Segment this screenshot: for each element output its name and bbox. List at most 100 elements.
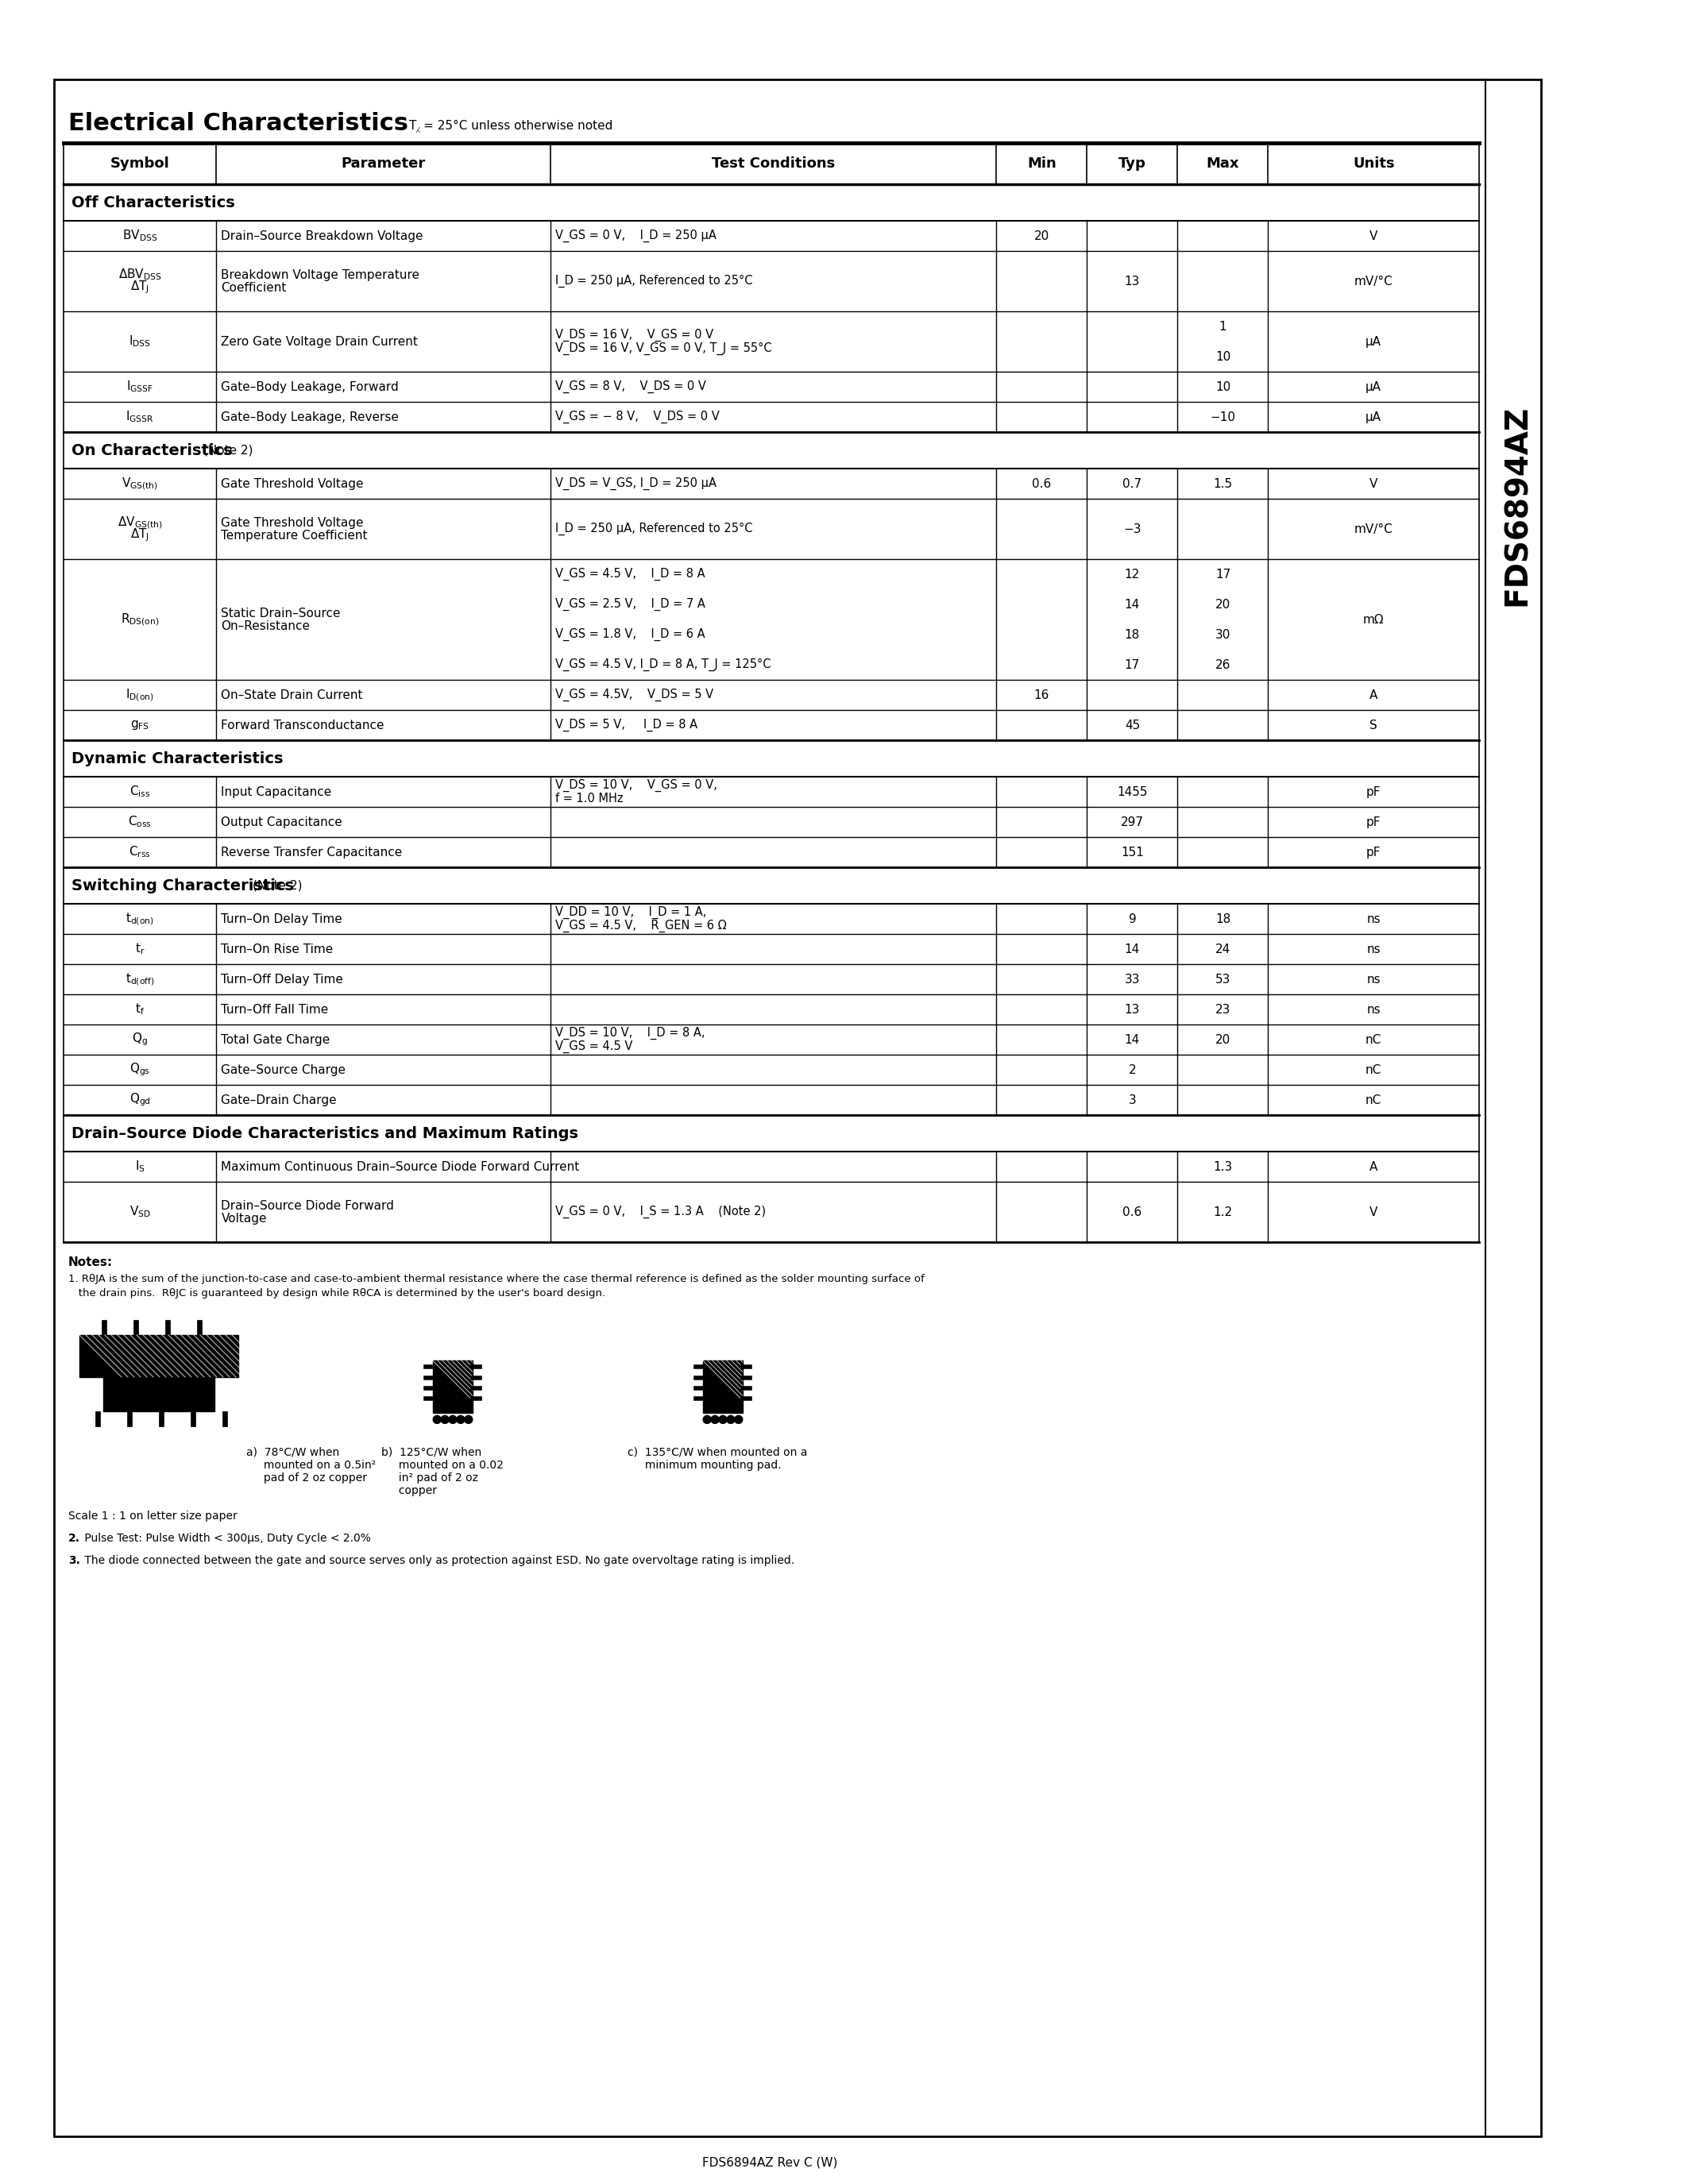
- Text: 13: 13: [1124, 275, 1139, 286]
- Text: g$_{\mathsf{FS}}$: g$_{\mathsf{FS}}$: [130, 719, 150, 732]
- Text: Drain–Source Diode Characteristics and Maximum Ratings: Drain–Source Diode Characteristics and M…: [71, 1125, 579, 1140]
- Text: BV$_{\mathsf{DSS}}$: BV$_{\mathsf{DSS}}$: [123, 229, 157, 242]
- Text: A: A: [1369, 688, 1377, 701]
- Text: μA: μA: [1366, 380, 1381, 393]
- Bar: [165, 1319, 170, 1334]
- Text: f = 1.0 MHz: f = 1.0 MHz: [555, 793, 623, 804]
- Text: V: V: [1369, 229, 1377, 242]
- Text: 1: 1: [1219, 321, 1227, 332]
- Text: 2: 2: [1129, 1064, 1136, 1077]
- Text: I$_{\mathsf{GSSR}}$: I$_{\mathsf{GSSR}}$: [127, 411, 154, 424]
- Text: Gate–Body Leakage, Reverse: Gate–Body Leakage, Reverse: [221, 411, 398, 424]
- Text: 45: 45: [1124, 719, 1139, 732]
- Text: 26: 26: [1215, 660, 1231, 670]
- Text: V_DS = V_GS, I_D = 250 μA: V_DS = V_GS, I_D = 250 μA: [555, 478, 716, 489]
- Circle shape: [434, 1415, 441, 1424]
- Text: μA: μA: [1366, 411, 1381, 424]
- Text: V$_{\mathsf{SD}}$: V$_{\mathsf{SD}}$: [130, 1206, 150, 1219]
- Text: b)  125°C/W when: b) 125°C/W when: [381, 1448, 481, 1459]
- Bar: [127, 1411, 132, 1426]
- Text: Forward Transconductance: Forward Transconductance: [221, 719, 385, 732]
- Text: 9: 9: [1128, 913, 1136, 924]
- Text: t$_{\mathsf{d(off)}}$: t$_{\mathsf{d(off)}}$: [125, 972, 154, 987]
- Text: S: S: [1369, 719, 1377, 732]
- Text: I$_{\mathsf{GSSF}}$: I$_{\mathsf{GSSF}}$: [127, 380, 154, 393]
- Circle shape: [711, 1415, 719, 1424]
- Text: Switching Characteristics: Switching Characteristics: [71, 878, 294, 893]
- Text: Gate–Drain Charge: Gate–Drain Charge: [221, 1094, 338, 1105]
- Text: V_GS = 2.5 V,    I_D = 7 A: V_GS = 2.5 V, I_D = 7 A: [555, 598, 706, 612]
- Text: 3.: 3.: [68, 1555, 79, 1566]
- Text: V_GS = 4.5 V, I_D = 8 A, T_J = 125°C: V_GS = 4.5 V, I_D = 8 A, T_J = 125°C: [555, 657, 771, 670]
- Text: copper: copper: [381, 1485, 437, 1496]
- Text: Total Gate Charge: Total Gate Charge: [221, 1033, 331, 1046]
- Text: 14: 14: [1124, 598, 1139, 609]
- Text: 30: 30: [1215, 629, 1231, 640]
- Bar: [704, 1361, 743, 1413]
- Text: (Note 2): (Note 2): [204, 443, 253, 456]
- Text: C$_{\mathsf{rss}}$: C$_{\mathsf{rss}}$: [128, 845, 150, 860]
- Text: $\Delta$V$_{\mathsf{GS(th)}}$: $\Delta$V$_{\mathsf{GS(th)}}$: [118, 515, 162, 531]
- Text: V$_{\mathsf{GS(th)}}$: V$_{\mathsf{GS(th)}}$: [122, 476, 159, 491]
- Text: 16: 16: [1035, 688, 1050, 701]
- Text: minimum mounting pad.: minimum mounting pad.: [628, 1459, 782, 1470]
- Text: V_DS = 10 V,    V_GS = 0 V,: V_DS = 10 V, V_GS = 0 V,: [555, 780, 717, 791]
- Text: Parameter: Parameter: [341, 157, 425, 170]
- Circle shape: [728, 1415, 734, 1424]
- Text: Q$_{\mathsf{gs}}$: Q$_{\mathsf{gs}}$: [130, 1061, 150, 1079]
- Circle shape: [464, 1415, 473, 1424]
- Text: Gate Threshold Voltage: Gate Threshold Voltage: [221, 518, 365, 529]
- Bar: [191, 1411, 196, 1426]
- Text: Pulse Test: Pulse Width < 300μs, Duty Cycle < 2.0%: Pulse Test: Pulse Width < 300μs, Duty Cy…: [81, 1533, 371, 1544]
- Text: 20: 20: [1215, 1033, 1231, 1046]
- Text: Drain–Source Diode Forward: Drain–Source Diode Forward: [221, 1199, 395, 1212]
- Text: I$_{\mathsf{D(on)}}$: I$_{\mathsf{D(on)}}$: [127, 688, 154, 703]
- Text: Max: Max: [1207, 157, 1239, 170]
- Text: FDS6894AZ: FDS6894AZ: [1502, 404, 1533, 605]
- Text: C$_{\mathsf{iss}}$: C$_{\mathsf{iss}}$: [130, 784, 150, 799]
- Text: V_GS = 4.5 V,    R_GEN = 6 Ω: V_GS = 4.5 V, R_GEN = 6 Ω: [555, 919, 726, 933]
- Text: 33: 33: [1124, 974, 1139, 985]
- Text: I$_{\mathsf{S}}$: I$_{\mathsf{S}}$: [135, 1160, 145, 1175]
- Text: 20: 20: [1215, 598, 1231, 609]
- Text: On Characteristics: On Characteristics: [71, 443, 233, 459]
- Circle shape: [441, 1415, 449, 1424]
- Text: Typ: Typ: [1119, 157, 1146, 170]
- Text: Off Characteristics: Off Characteristics: [71, 194, 235, 210]
- Text: 14: 14: [1124, 1033, 1139, 1046]
- Text: V_GS = 4.5V,    V_DS = 5 V: V_GS = 4.5V, V_DS = 5 V: [555, 688, 714, 701]
- Text: 10: 10: [1215, 380, 1231, 393]
- Text: 0.6: 0.6: [1031, 478, 1052, 489]
- Text: Output Capacitance: Output Capacitance: [221, 817, 343, 828]
- Text: nC: nC: [1366, 1033, 1382, 1046]
- Text: mV/°C: mV/°C: [1354, 275, 1393, 286]
- Bar: [434, 1361, 473, 1413]
- Text: Gate–Source Charge: Gate–Source Charge: [221, 1064, 346, 1077]
- Text: 10: 10: [1215, 352, 1231, 363]
- Text: V_DD = 10 V,    I_D = 1 A,: V_DD = 10 V, I_D = 1 A,: [555, 906, 707, 919]
- Text: T⁁ = 25°C unless otherwise noted: T⁁ = 25°C unless otherwise noted: [408, 120, 613, 133]
- Text: V_DS = 10 V,    I_D = 8 A,: V_DS = 10 V, I_D = 8 A,: [555, 1026, 706, 1040]
- Bar: [103, 1374, 214, 1411]
- Text: 20: 20: [1035, 229, 1050, 242]
- Text: Symbol: Symbol: [110, 157, 170, 170]
- Text: ns: ns: [1367, 913, 1381, 924]
- Text: Voltage: Voltage: [221, 1212, 267, 1225]
- Text: V_GS = 0 V,    I_D = 250 μA: V_GS = 0 V, I_D = 250 μA: [555, 229, 716, 242]
- Text: Temperature Coefficient: Temperature Coefficient: [221, 529, 368, 542]
- Text: V_GS = 4.5 V,    I_D = 8 A: V_GS = 4.5 V, I_D = 8 A: [555, 568, 706, 581]
- Text: 1. RθJA is the sum of the junction-to-case and case-to-ambient thermal resistanc: 1. RθJA is the sum of the junction-to-ca…: [68, 1273, 925, 1284]
- Text: Zero Gate Voltage Drain Current: Zero Gate Voltage Drain Current: [221, 336, 419, 347]
- Circle shape: [449, 1415, 457, 1424]
- Circle shape: [704, 1415, 711, 1424]
- Text: pF: pF: [1366, 845, 1381, 858]
- Text: 3: 3: [1128, 1094, 1136, 1105]
- Text: Gate Threshold Voltage: Gate Threshold Voltage: [221, 478, 365, 489]
- Text: V_DS = 5 V,     I_D = 8 A: V_DS = 5 V, I_D = 8 A: [555, 719, 697, 732]
- Text: mounted on a 0.02: mounted on a 0.02: [381, 1459, 503, 1470]
- Text: FDS6894AZ Rev C (W): FDS6894AZ Rev C (W): [702, 2156, 837, 2169]
- Circle shape: [734, 1415, 743, 1424]
- Text: V_DS = 16 V,    V_GS = 0 V: V_DS = 16 V, V_GS = 0 V: [555, 328, 714, 341]
- Text: 0.6: 0.6: [1123, 1206, 1141, 1219]
- Text: I$_{\mathsf{DSS}}$: I$_{\mathsf{DSS}}$: [128, 334, 150, 349]
